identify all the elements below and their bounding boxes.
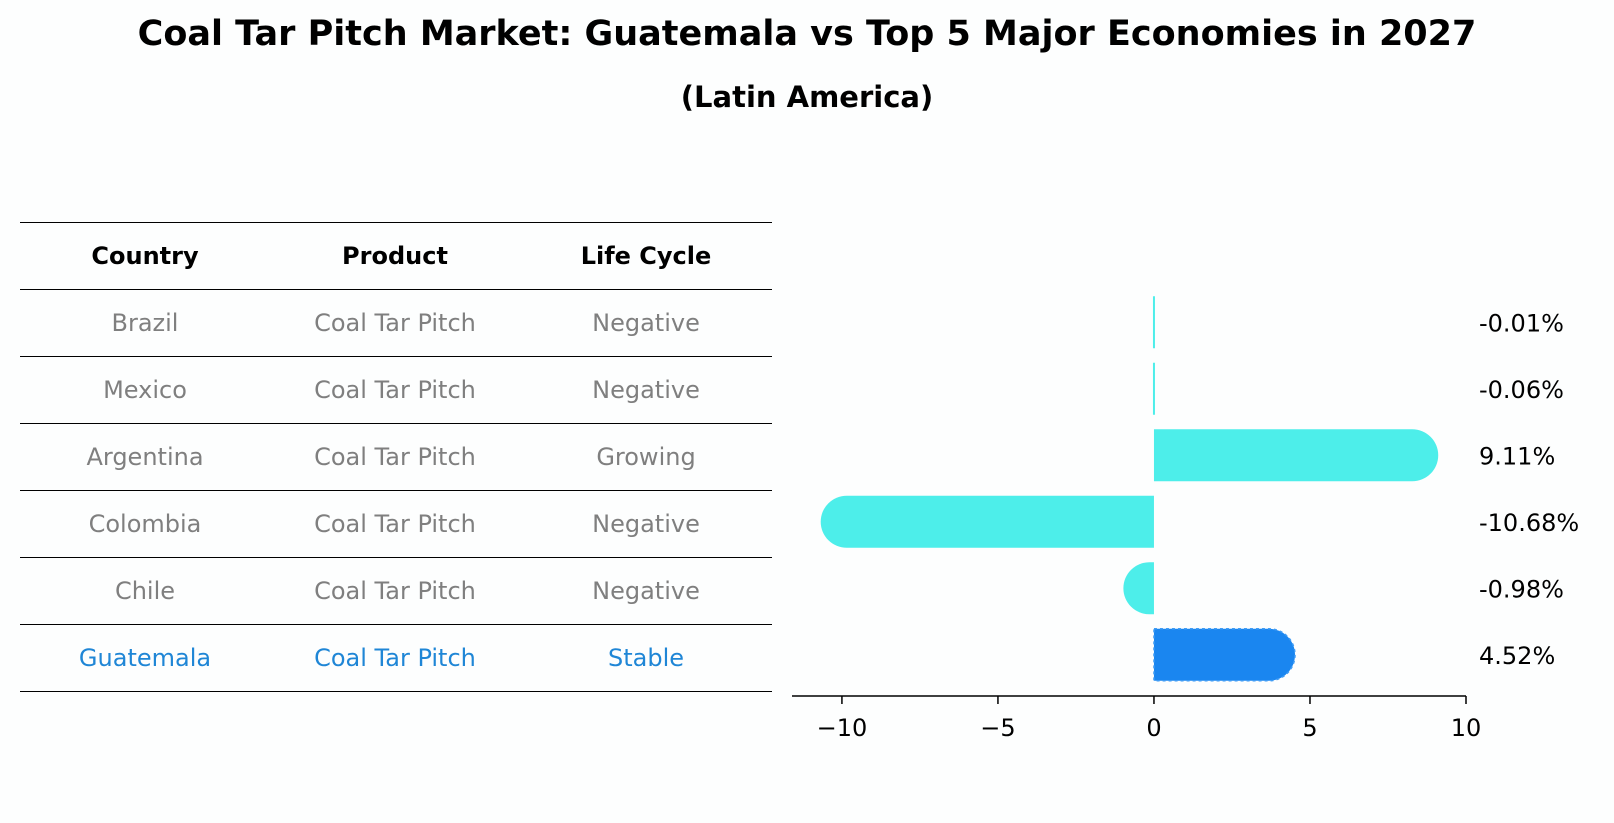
country-cell: Brazil xyxy=(111,309,179,337)
product-cell: Coal Tar Pitch xyxy=(314,309,476,337)
header-life-cycle: Life Cycle xyxy=(580,242,712,270)
chart-subtitle: (Latin America) xyxy=(680,80,934,114)
x-tick-label: 5 xyxy=(1302,714,1317,742)
country-cell: Argentina xyxy=(86,443,204,471)
life-cycle-cell: Negative xyxy=(592,577,700,605)
country-cell: Mexico xyxy=(103,376,187,404)
table-row: Argentina Coal Tar Pitch Growing xyxy=(20,424,772,491)
country-cell: Colombia xyxy=(88,510,202,538)
product-cell: Coal Tar Pitch xyxy=(314,510,476,538)
bar-chile xyxy=(1123,562,1154,615)
bar-mexico xyxy=(1152,362,1155,415)
bar-brazil xyxy=(1152,296,1155,349)
x-tick-label: 0 xyxy=(1146,714,1161,742)
life-cycle-cell: Negative xyxy=(592,376,700,404)
product-cell: Coal Tar Pitch xyxy=(314,443,476,471)
country-cell: Guatemala xyxy=(78,644,212,672)
bar-colombia xyxy=(820,495,1154,548)
chart-title: Coal Tar Pitch Market: Guatemala vs Top … xyxy=(137,14,1477,54)
header-product: Product xyxy=(342,242,448,270)
table-row: Brazil Coal Tar Pitch Negative xyxy=(20,290,772,357)
product-cell: Coal Tar Pitch xyxy=(314,644,476,672)
life-cycle-cell: Stable xyxy=(607,644,685,672)
x-tick-label: 10 xyxy=(1451,714,1482,742)
x-tick-label: −10 xyxy=(817,714,868,742)
value-label: -10.68% xyxy=(1479,509,1579,537)
table-row: Colombia Coal Tar Pitch Negative xyxy=(20,491,772,558)
header-country: Country xyxy=(91,242,199,270)
value-label: -0.01% xyxy=(1479,309,1564,337)
product-cell: Coal Tar Pitch xyxy=(314,376,476,404)
country-cell: Chile xyxy=(114,577,176,605)
bar-argentina xyxy=(1153,429,1439,482)
table-header-row: Country Product Life Cycle xyxy=(20,223,772,290)
life-cycle-cell: Negative xyxy=(592,510,700,538)
value-label: 4.52% xyxy=(1479,642,1555,670)
country-table: Country Product Life Cycle Brazil Coal T… xyxy=(20,222,772,692)
table-row-highlight: Guatemala Coal Tar Pitch Stable xyxy=(20,625,772,692)
table-row: Mexico Coal Tar Pitch Negative xyxy=(20,357,772,424)
product-cell: Coal Tar Pitch xyxy=(314,577,476,605)
bar-guatemala xyxy=(1153,628,1296,682)
value-label: -0.06% xyxy=(1479,376,1564,404)
life-cycle-cell: Growing xyxy=(596,443,696,471)
life-cycle-cell: Negative xyxy=(592,309,700,337)
table-row: Chile Coal Tar Pitch Negative xyxy=(20,558,772,625)
value-label: 9.11% xyxy=(1479,442,1555,470)
x-tick-label: −5 xyxy=(980,714,1015,742)
value-label: -0.98% xyxy=(1479,575,1564,603)
